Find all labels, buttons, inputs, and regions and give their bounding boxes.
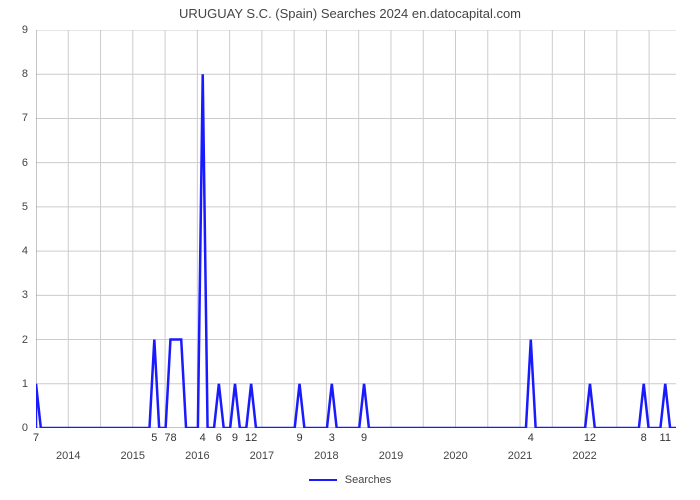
spike-label: 11 [660, 432, 671, 444]
x-tick-year-label: 2021 [508, 450, 532, 462]
spike-label: 9 [232, 432, 238, 444]
spike-label: 9 [296, 432, 302, 444]
y-tick-label: 9 [0, 24, 28, 36]
spike-label: 8 [641, 432, 647, 444]
x-tick-year-label: 2018 [314, 450, 338, 462]
spike-label: 3 [329, 432, 335, 444]
legend: Searches [0, 472, 700, 486]
x-tick-year-label: 2019 [379, 450, 403, 462]
spike-label: 6 [216, 432, 222, 444]
y-tick-label: 5 [0, 201, 28, 213]
spike-label: 4 [200, 432, 206, 444]
spike-label: 12 [245, 432, 257, 444]
spike-label: 5 [151, 432, 157, 444]
y-tick-label: 6 [0, 157, 28, 169]
x-tick-year-label: 2016 [185, 450, 209, 462]
spike-label: 12 [584, 432, 596, 444]
x-tick-year-label: 2022 [572, 450, 596, 462]
y-tick-label: 4 [0, 245, 28, 257]
y-tick-label: 0 [0, 422, 28, 434]
y-tick-label: 3 [0, 289, 28, 301]
spike-label: 9 [361, 432, 367, 444]
legend-swatch [309, 479, 337, 481]
spike-label: 4 [528, 432, 534, 444]
line-chart [36, 30, 676, 428]
y-tick-label: 1 [0, 378, 28, 390]
y-tick-label: 2 [0, 334, 28, 346]
chart-title: URUGUAY S.C. (Spain) Searches 2024 en.da… [0, 6, 700, 21]
spike-label: 78 [164, 432, 176, 444]
x-tick-year-label: 2017 [250, 450, 274, 462]
spike-label: 7 [33, 432, 39, 444]
x-tick-year-label: 2020 [443, 450, 467, 462]
y-tick-label: 8 [0, 68, 28, 80]
x-tick-year-label: 2015 [121, 450, 145, 462]
x-tick-year-label: 2014 [56, 450, 80, 462]
y-tick-label: 7 [0, 112, 28, 124]
legend-label: Searches [345, 474, 391, 486]
